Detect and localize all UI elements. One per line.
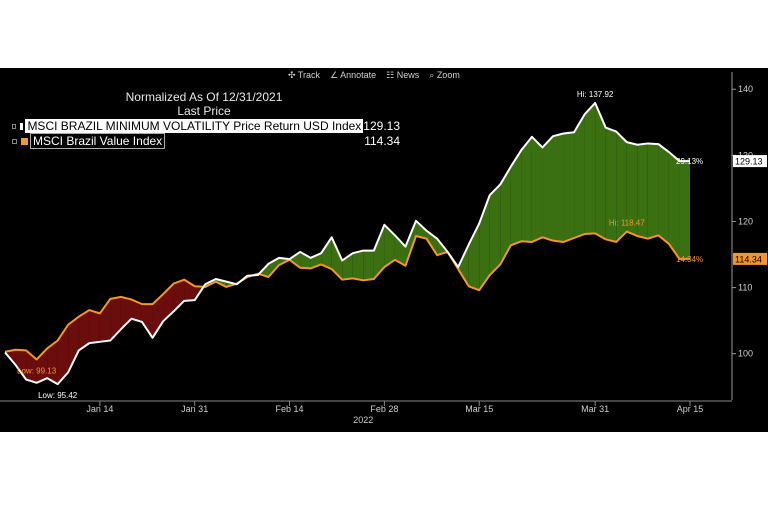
spread-fill-segment [363, 250, 374, 281]
zoom-label: Zoom [436, 70, 460, 80]
y-tick-label: 140 [738, 84, 753, 94]
spread-fill-segment [68, 316, 79, 373]
news-button[interactable]: ☷ News [386, 70, 420, 80]
spread-fill-segment [57, 324, 69, 385]
spread-fill-segment [289, 251, 301, 268]
spread-fill-segment [542, 136, 553, 241]
spread-fill-segment [163, 283, 174, 322]
high-annotation: Hi: 118.47 [609, 219, 645, 228]
spread-fill-segment [458, 244, 469, 287]
annotate-label: Annotate [340, 70, 377, 80]
spread-fill-segment [142, 304, 153, 338]
spread-fill-segment [384, 224, 395, 268]
spread-fill-segment [416, 220, 427, 239]
spread-fill-segment [352, 250, 364, 281]
spread-fill-segment [584, 102, 596, 235]
legend-swatch-orange [21, 137, 28, 145]
spread-fill-segment [394, 235, 406, 266]
value-index-line [4, 230, 690, 361]
chart-frame: 100110120130140129.1329.13%114.3414.34% … [0, 68, 768, 432]
last-value-tag-value-index-bg [733, 252, 767, 265]
last-value-tag-min-volatility-bg [733, 155, 767, 168]
low-annotation: Low: 99.13 [17, 366, 57, 375]
spread-fill-segment [405, 220, 416, 266]
x-tick-label: Mar 15 [465, 404, 493, 414]
spread-fill-segment [78, 310, 90, 351]
spread-fill-segment [616, 131, 627, 242]
spread-fill-segment [331, 237, 343, 280]
spread-fill-segment [131, 299, 142, 322]
zoom-button[interactable]: ⌕ Zoom [429, 70, 460, 80]
track-button[interactable]: ✣ Track [288, 70, 321, 80]
spread-fill-segment [563, 132, 575, 242]
spread-fill-segment [15, 349, 27, 380]
spread-fill-segment [110, 296, 121, 341]
legend-normalized: Normalized As Of 12/31/2021 [125, 90, 283, 104]
legend-checkbox[interactable] [12, 123, 16, 129]
x-tick-label: Feb 28 [370, 404, 398, 414]
legend-row-value-index[interactable]: MSCI Brazil Value Index 114.34 [8, 133, 400, 149]
spread-fill-segment [668, 152, 680, 259]
spread-fill-segment [626, 142, 638, 237]
x-year-label: 2022 [353, 415, 373, 425]
spread-fill-segment [605, 127, 617, 242]
spread-fill-segment [173, 279, 185, 312]
high-annotation: Hi: 137.92 [577, 90, 614, 99]
spread-fill-segment [521, 136, 532, 242]
spread-fill-segment [321, 237, 332, 270]
x-tick-label: Jan 31 [181, 404, 208, 414]
spread-fill-segment [679, 161, 690, 259]
legend-series-name: MSCI Brazil Value Index [30, 133, 166, 149]
x-tick-label: Feb 14 [276, 404, 304, 414]
spread-fill-segment [500, 166, 511, 265]
spread-fill-segment [489, 184, 501, 276]
spread-fill-segment [152, 294, 164, 338]
x-tick-label: Mar 31 [581, 404, 609, 414]
legend-last-price: Last Price [177, 104, 231, 118]
annotate-button[interactable]: ∠ Annotate [330, 70, 377, 80]
percent-change-label: 29.13% [676, 157, 703, 166]
low-annotation: Low: 95.42 [38, 391, 78, 400]
legend-swatch-white [19, 122, 24, 130]
spread-fill-segment [510, 150, 522, 246]
y-tick-label: 110 [738, 283, 752, 293]
last-value-tag-value-index: 114.34 [735, 254, 762, 264]
spread-fill-segment [574, 114, 585, 238]
chart-toolbar: ✣ Track ∠ Annotate ☷ News ⌕ Zoom [288, 70, 460, 81]
spread-fill-segment [647, 143, 659, 239]
y-tick-label: 120 [738, 216, 753, 226]
spread-fill-segment [595, 102, 606, 240]
spread-fill-segment [531, 136, 543, 242]
legend-checkbox[interactable] [12, 138, 17, 144]
last-value-tag-min-volatility: 129.13 [735, 157, 763, 167]
spread-fill-segment [89, 310, 100, 344]
spread-fill-segment [658, 144, 669, 244]
spread-fill-segment [373, 224, 385, 279]
legend-series-value: 114.34 [364, 134, 400, 148]
spread-fill-segment [99, 298, 111, 342]
x-tick-label: Apr 15 [677, 404, 704, 414]
legend: Normalized As Of 12/31/2021 Last Price M… [8, 90, 400, 149]
spread-fill-segment [47, 340, 58, 385]
legend-row-min-volatility[interactable]: MSCI BRAZIL MINIMUM VOLATILITY Price Ret… [8, 119, 400, 133]
legend-series-name: MSCI BRAZIL MINIMUM VOLATILITY Price Ret… [25, 119, 364, 133]
legend-series-value: 129.13 [363, 119, 400, 133]
y-tick-label: 100 [738, 349, 753, 359]
track-label: Track [297, 70, 321, 80]
news-label: News [396, 70, 420, 80]
x-tick-label: Jan 14 [86, 404, 113, 414]
spread-fill-segment [553, 133, 564, 242]
spread-fill-segment [637, 143, 648, 239]
price-chart[interactable]: 100110120130140129.1329.13%114.3414.34% … [0, 68, 768, 432]
percent-change-label: 14.34% [676, 255, 703, 264]
spread-fill-segment [300, 251, 311, 269]
min-volatility-line [4, 101, 690, 386]
